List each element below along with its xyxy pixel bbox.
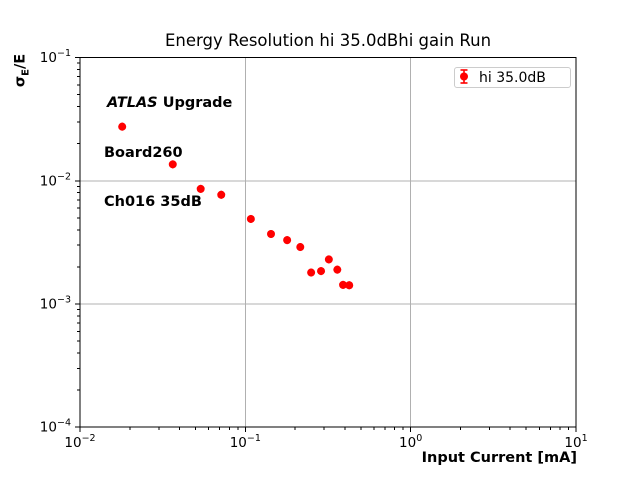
plot-border <box>79 57 577 428</box>
annotation-experiment: ATLAS <box>107 95 158 111</box>
x-tick-label: 10−1 <box>230 433 261 451</box>
annotation-line-2: Board260 <box>104 144 183 161</box>
chart-title: Energy Resolution hi 35.0dBhi gain Run <box>164 31 492 50</box>
legend-label: hi 35.0dB <box>479 69 546 86</box>
x-tick-label: 10−2 <box>64 433 95 451</box>
x-tick-label: 100 <box>399 433 422 451</box>
annotation-text: ATLAS Upgrade Board260 Ch016 35dB <box>104 62 232 244</box>
data-point <box>307 268 316 277</box>
data-point <box>267 229 276 238</box>
x-tick-label: 101 <box>564 433 587 451</box>
data-point <box>296 243 305 252</box>
y-tick-label: 10−2 <box>40 171 71 189</box>
data-point <box>118 122 127 131</box>
data-point <box>217 190 226 199</box>
annotation-line-3: Ch016 35dB <box>104 194 202 210</box>
data-point <box>339 280 348 289</box>
x-axis-label: Input Current [mA] <box>421 450 577 466</box>
data-point <box>283 236 292 245</box>
data-point <box>345 281 354 290</box>
data-point <box>168 160 177 169</box>
annotation-line-1: ATLAS Upgrade <box>107 95 232 112</box>
y-tick-label: 10−4 <box>40 418 71 436</box>
annotation-upgrade: Upgrade <box>157 95 233 111</box>
y-tick-label: 10−1 <box>40 48 71 66</box>
data-point <box>317 267 326 276</box>
y-tick-label: 10−3 <box>40 295 71 313</box>
data-point <box>196 184 205 193</box>
y-axis-label: σE/E <box>12 53 32 88</box>
legend: hi 35.0dB <box>454 67 571 88</box>
data-point <box>246 214 255 223</box>
errorbar-marker-icon <box>460 69 468 84</box>
data-point <box>324 255 333 264</box>
data-point <box>333 265 342 274</box>
